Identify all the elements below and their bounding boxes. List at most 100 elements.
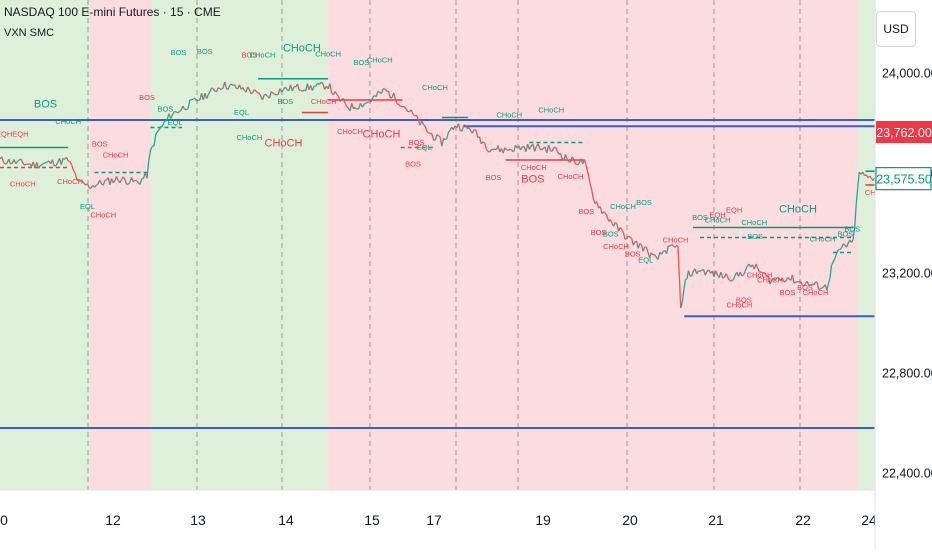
- structure-label: EQL: [234, 108, 249, 117]
- y-tick-label[interactable]: 24,000.00: [882, 67, 932, 81]
- structure-label: CHoCH: [367, 56, 393, 65]
- symbol-title[interactable]: NASDAQ 100 E-mini Futures · 15 · CME: [4, 5, 221, 19]
- structure-label: CHoCH: [250, 51, 276, 60]
- structure-label: BOS: [486, 173, 502, 182]
- structure-label: BOS: [736, 296, 752, 305]
- price-candle: [445, 139, 447, 140]
- regime-band-risk-on: [858, 0, 876, 490]
- price-candle: [368, 102, 370, 103]
- price-candle: [25, 164, 27, 165]
- x-tick-label[interactable]: 15: [364, 512, 380, 528]
- structure-label: CHoCH: [10, 179, 36, 188]
- structure-label: CHoCH: [810, 234, 836, 243]
- price-candle: [615, 223, 617, 224]
- price-candle: [723, 277, 725, 278]
- structure-label: BOS: [277, 97, 293, 106]
- x-tick-label[interactable]: 0: [0, 512, 8, 528]
- x-tick-label[interactable]: 22: [795, 512, 811, 528]
- structure-label: CHoCH: [236, 133, 262, 142]
- structure-label: CHoCH: [538, 106, 564, 115]
- price-candle: [212, 88, 214, 89]
- structure-label: CHoCH: [663, 236, 689, 245]
- structure-label: BOS: [603, 229, 619, 238]
- price-candle: [178, 112, 180, 113]
- structure-label: BOS: [578, 207, 594, 216]
- regime-band-risk-off: [328, 0, 857, 490]
- price-candle: [5, 163, 7, 164]
- price-candle: [397, 104, 399, 105]
- structure-label: BOS: [92, 139, 108, 148]
- price-candle: [44, 163, 46, 164]
- regime-band-risk-off: [89, 0, 150, 490]
- x-tick-label[interactable]: 21: [708, 512, 724, 528]
- structure-label: CHoCH: [779, 204, 817, 216]
- structure-label: CHoCH: [803, 288, 829, 297]
- y-tick-label[interactable]: 22,400.00: [882, 467, 932, 481]
- price-candle: [700, 270, 702, 271]
- structure-label: CHoCH: [265, 137, 303, 149]
- y-tick-label[interactable]: 23,200.00: [882, 267, 932, 281]
- indicator-name[interactable]: VXN SMC: [4, 27, 54, 39]
- structure-label: CHoCH: [521, 163, 547, 172]
- structure-label: CHoCH: [103, 151, 129, 160]
- structure-label: CHoCH: [757, 276, 783, 285]
- structure-label: CHoCH: [496, 111, 522, 120]
- structure-label: CHoCH: [363, 129, 401, 141]
- structure-label: BOS: [139, 93, 155, 102]
- structure-label: BOS: [405, 159, 421, 168]
- structure-label: BOS: [521, 174, 544, 186]
- x-tick-label[interactable]: 17: [426, 512, 442, 528]
- price-candle: [366, 102, 368, 103]
- structure-label: BOS: [157, 104, 173, 113]
- structure-label: CHoCH: [337, 127, 363, 136]
- structure-label: BOS: [197, 47, 213, 56]
- structure-label: EQL: [638, 256, 653, 265]
- current-price-badge-label: 23,575.50: [876, 173, 932, 187]
- structure-label: EQH: [726, 206, 742, 215]
- structure-label: BOS: [747, 232, 763, 241]
- regime-band-risk-on: [151, 0, 329, 490]
- price-candle: [46, 162, 48, 163]
- structure-label: CHoCH: [558, 172, 584, 181]
- regime-band-risk-on: [0, 0, 89, 490]
- structure-label: EQL: [417, 143, 432, 152]
- structure-label: EQL: [80, 202, 95, 211]
- price-candle: [218, 88, 220, 89]
- price-candle: [676, 246, 678, 247]
- regime-bands: [0, 0, 875, 490]
- structure-label: BOS: [171, 48, 187, 57]
- price-candle: [474, 130, 476, 131]
- price-candle: [105, 180, 107, 181]
- x-tick-label[interactable]: 14: [278, 512, 294, 528]
- x-tick-label[interactable]: 19: [535, 512, 551, 528]
- structure-label: CHoCH: [55, 117, 81, 126]
- price-candle: [347, 107, 349, 108]
- structure-label: CHoCH: [57, 177, 83, 186]
- y-tick-label[interactable]: 22,800.00: [882, 367, 932, 381]
- x-tick-label[interactable]: 13: [190, 512, 206, 528]
- x-tick-label[interactable]: 20: [622, 512, 638, 528]
- structure-label: CHoCH: [422, 83, 448, 92]
- structure-label: CHoCH: [741, 218, 767, 227]
- structure-label: EQL: [167, 118, 182, 127]
- structure-label: BOS: [780, 288, 796, 297]
- price-candle: [251, 93, 253, 94]
- x-tick-label[interactable]: 12: [105, 512, 121, 528]
- currency-selector[interactable]: USD: [876, 11, 916, 47]
- structure-label: BOS: [636, 198, 652, 207]
- price-candle: [11, 163, 13, 164]
- structure-label: CHoCH: [90, 211, 116, 220]
- structure-label: BOS: [34, 99, 57, 111]
- structure-label: CHoCH: [315, 49, 341, 58]
- last-price-badge-label: 23,762.00: [876, 126, 932, 140]
- price-candle: [685, 279, 687, 280]
- structure-label: EQHEQH: [0, 129, 29, 138]
- structure-label: CHoCH: [311, 97, 337, 106]
- price-candle: [357, 108, 359, 109]
- price-candle: [630, 237, 632, 238]
- price-candle: [198, 100, 200, 101]
- structure-label: CHoCH: [610, 202, 636, 211]
